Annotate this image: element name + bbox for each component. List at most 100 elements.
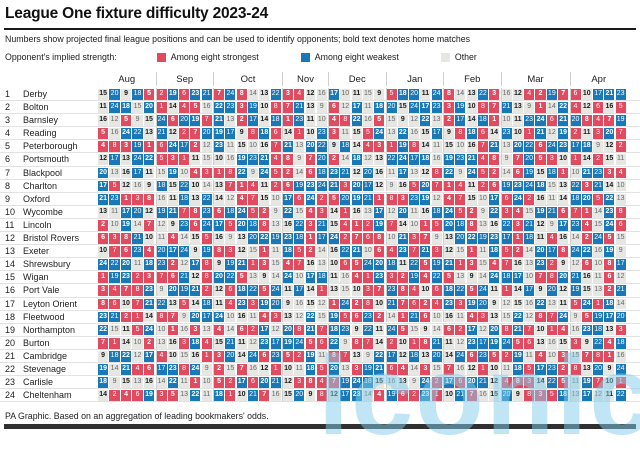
month-group-jan: 22 24 17 18 16 — [385, 153, 444, 166]
fixture-cell: 19 — [190, 115, 201, 126]
fixture-cells: 6 3 8 21 10 11 4 14 15 5 16 9 13 20 22 19 23 18 1 17 24 2 7 6 8 1… — [98, 232, 627, 244]
fixture-cell: 15 — [604, 154, 615, 166]
fixture-cell: 17 — [466, 324, 477, 336]
fixture-cell: 5 — [615, 102, 626, 113]
fixture-cell: 15 — [340, 285, 351, 297]
fixture-cell: 3 — [397, 193, 408, 205]
month-group-dec: 17 10 11 15 9 — [328, 88, 386, 100]
fixture-cell: 21 — [351, 246, 362, 257]
fixture-cell: 9 — [305, 390, 316, 401]
month-group-nov: 5 2 19 11 — [282, 349, 328, 362]
team-row-northampton: 19 Northampton 22 15 11 5 24 10 1 16 3 13 4 14 6 2 17 12 2… — [0, 323, 640, 337]
fixture-cell: 17 — [329, 89, 339, 100]
month-group-mar: 21 13 9 1 14 22 — [500, 101, 570, 113]
fixture-cell: 18 — [615, 337, 626, 349]
fixture-cell: 16 — [156, 193, 167, 205]
month-group-sep: 8 7 9 20 17 — [155, 310, 214, 323]
fixture-cell: 8 — [501, 324, 512, 336]
fixture-cell: 4 — [143, 246, 155, 257]
team-row-port-vale: 16 Port Vale 3 4 7 8 23 9 20 19 21 2 12 6 18 22 5 24 11 17 1… — [0, 284, 640, 298]
fixture-cell: 24 — [362, 259, 373, 271]
fixture-cell: 15 — [455, 246, 466, 257]
fixture-cell: 12 — [236, 246, 247, 257]
fixture-cell: 13 — [558, 180, 569, 192]
team-row-reading: 4 Reading 5 16 24 22 13 21 12 2 7 20 19 17 9 8 18 6 14 1 10 2… — [0, 127, 640, 141]
fixture-cell: 20 — [570, 115, 581, 126]
fixture-cell: 13 — [546, 298, 557, 310]
fixture-cell: 21 — [167, 206, 178, 218]
fixture-cell: 18 — [305, 363, 316, 375]
fixture-cell: 10 — [109, 219, 120, 231]
fixture-cells: 8 6 10 7 21 22 13 5 14 18 11 4 23 3 19 20 9 16 15 12 1 24 2 8 10… — [98, 297, 627, 310]
fixture-cell: 7 — [444, 363, 454, 375]
fixture-cell: 8 — [420, 337, 431, 349]
fixture-cell: 4 — [409, 285, 420, 297]
title-rule — [4, 28, 636, 30]
fixture-cell: 12 — [109, 115, 120, 126]
fixture-cell: 5 — [604, 233, 615, 244]
fixture-cell: 6 — [98, 233, 109, 244]
month-group-jan: 1 19 8 14 11 — [385, 140, 444, 153]
fixture-cell: 3 — [329, 128, 339, 140]
month-group-oct: 15 21 11 12 23 17 — [213, 336, 282, 349]
fixture-cell: 21 — [615, 285, 626, 297]
fixture-cell: 15 — [386, 115, 397, 126]
fixture-cell: 15 — [431, 363, 442, 375]
fixture-cell: 18 — [420, 154, 431, 166]
fixture-cell: 21 — [236, 259, 247, 271]
fixture-cell: 14 — [409, 363, 420, 375]
month-group-nov: 18 5 2 14 — [282, 245, 328, 257]
fixture-cell: 12 — [374, 180, 385, 192]
month-group-jan: 11 17 13 12 8 — [385, 166, 444, 179]
fixture-cell: 5 — [397, 324, 408, 336]
fixture-cell: 22 — [167, 377, 178, 388]
fixture-cell: 20 — [501, 390, 512, 401]
fixture-cell: 14 — [214, 193, 225, 205]
fixture-cell: 7 — [201, 115, 212, 126]
fixture-cell: 12 — [270, 324, 281, 336]
fixture-cell: 9 — [120, 89, 132, 100]
fixture-cell: 6 — [431, 285, 442, 297]
fixture-cell: 14 — [316, 246, 327, 257]
fixture-cell: 13 — [397, 377, 408, 388]
fixture-cell: 4 — [283, 259, 293, 271]
month-group-jan: 14 1 21 6 10 — [385, 310, 444, 323]
fixture-cell: 9 — [259, 272, 270, 284]
fixture-cell: 11 — [98, 102, 109, 113]
fixture-cell: 13 — [294, 141, 305, 153]
fixture-cell: 6 — [362, 233, 373, 244]
fixture-cell: 19 — [501, 180, 512, 192]
fixture-cell: 4 — [225, 298, 236, 310]
fixture-cell: 14 — [604, 180, 615, 192]
fixture-cell: 5 — [593, 193, 604, 205]
fixture-cell: 7 — [167, 311, 178, 323]
fixture-cell: 16 — [120, 167, 132, 179]
fixture-cell: 2 — [305, 246, 316, 257]
fixture-cell: 18 — [120, 102, 132, 113]
fixture-cell: 11 — [329, 272, 339, 284]
fixture-cell: 10 — [455, 141, 466, 153]
fixture-cell: 21 — [316, 219, 327, 231]
fixture-cell: 7 — [558, 89, 569, 100]
month-group-mar: 9 7 20 5 3 10 — [500, 153, 570, 166]
fixture-cells: 12 17 13 24 22 5 3 1 11 15 10 16 19 23 21 4 8 9 7 20 2 14 18 12… — [98, 153, 627, 166]
fixture-cell: 6 — [593, 102, 604, 113]
fixture-cell: 23 — [455, 154, 466, 166]
month-group-mar: 18 17 10 7 8 20 — [500, 271, 570, 284]
fixture-cell: 21 — [501, 102, 512, 113]
fixture-cell: 4 — [259, 311, 270, 323]
fixture-cell: 20 — [120, 259, 132, 271]
fixture-cell: 3 — [615, 324, 626, 336]
fixture-cell: 15 — [489, 390, 500, 401]
month-group-feb: 16 11 4 3 13 — [443, 310, 501, 323]
month-group-oct: 7 24 8 14 13 22 — [213, 88, 282, 100]
month-group-nov: 17 6 24 2 — [282, 192, 328, 205]
month-group-mar: 16 12 4 2 19 7 — [500, 88, 570, 100]
fixture-cell: 17 — [132, 167, 143, 179]
legend-item-strongest: Among eight strongest — [156, 52, 259, 62]
fixture-cell: 11 — [535, 233, 546, 244]
fixture-cell: 21 — [581, 167, 592, 179]
fixture-cell: 22 — [524, 141, 535, 153]
fixture-cell: 5 — [340, 311, 351, 323]
fixture-cell: 22 — [156, 298, 167, 310]
